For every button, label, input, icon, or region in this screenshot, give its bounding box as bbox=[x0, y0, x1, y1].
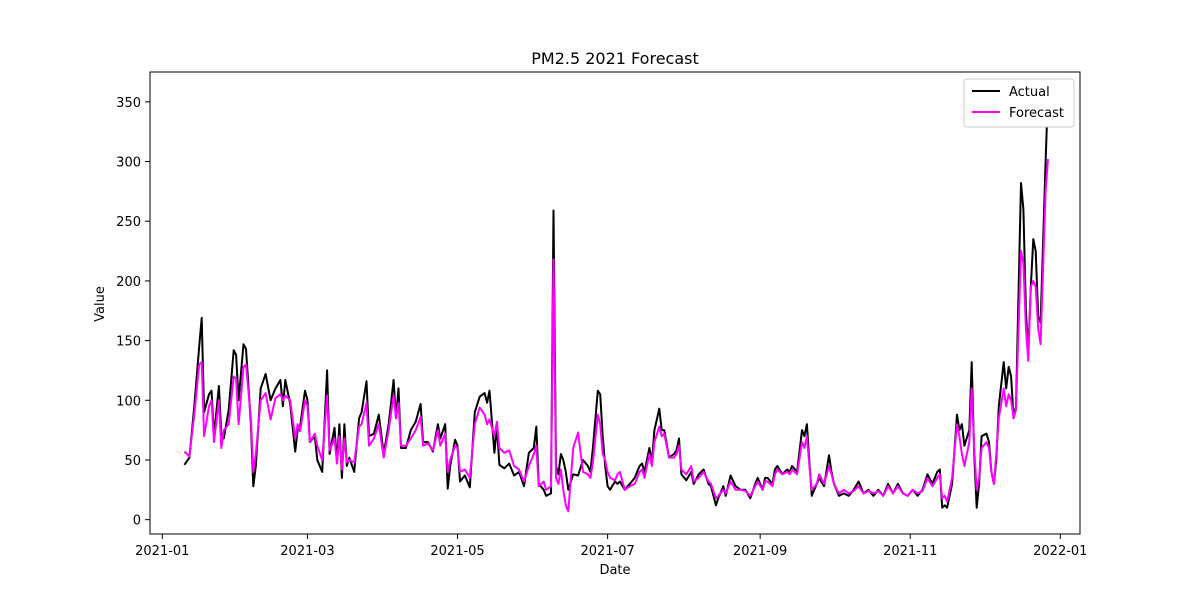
x-tick-label: 2021-09 bbox=[733, 544, 787, 559]
x-tick-label: 2022-01 bbox=[1033, 544, 1087, 559]
series-line-forecast bbox=[183, 159, 1049, 513]
x-tick-label: 2021-01 bbox=[135, 544, 189, 559]
plot-background bbox=[150, 72, 1080, 534]
y-tick-label: 150 bbox=[116, 335, 141, 350]
y-tick-label: 0 bbox=[133, 514, 141, 529]
x-tick-label: 2021-11 bbox=[883, 544, 937, 559]
x-axis-label: Date bbox=[599, 563, 630, 578]
y-tick-label: 300 bbox=[116, 156, 141, 171]
y-tick-label: 350 bbox=[116, 96, 141, 111]
legend-label-actual: Actual bbox=[1009, 85, 1050, 100]
plot-area bbox=[149, 71, 1081, 535]
y-tick-label: 250 bbox=[116, 215, 141, 230]
x-tick-label: 2021-05 bbox=[430, 544, 484, 559]
plot-frame bbox=[149, 71, 1081, 535]
y-tick-label: 50 bbox=[124, 454, 141, 469]
series-line-actual bbox=[183, 92, 1049, 509]
chart-title: PM2.5 2021 Forecast bbox=[531, 49, 699, 68]
x-tick-label: 2021-03 bbox=[280, 544, 334, 559]
x-tick-label: 2021-07 bbox=[580, 544, 634, 559]
y-axis-label: Value bbox=[93, 286, 108, 322]
legend-label-forecast: Forecast bbox=[1009, 106, 1064, 121]
x-axis: 2021-01 2021-03 2021-05 2021-07 2021-09 2021-… bbox=[135, 534, 1087, 559]
legend: Actual Forecast bbox=[963, 78, 1075, 128]
y-axis: 0 50 100 150 200 250 300 350 bbox=[116, 96, 150, 529]
y-tick-label: 200 bbox=[116, 275, 141, 290]
y-tick-label: 100 bbox=[116, 394, 141, 409]
